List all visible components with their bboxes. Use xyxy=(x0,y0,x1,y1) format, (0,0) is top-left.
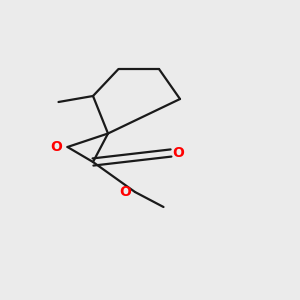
Text: O: O xyxy=(50,140,62,154)
Text: O: O xyxy=(119,185,131,199)
Text: O: O xyxy=(172,146,184,160)
